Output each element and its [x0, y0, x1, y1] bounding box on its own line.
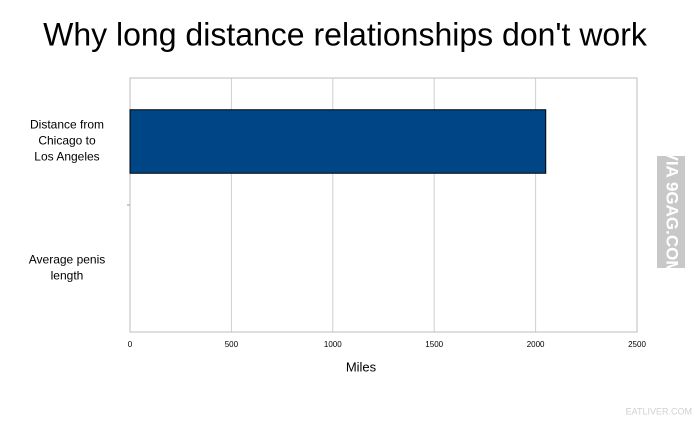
x-tick-label: 1000	[324, 340, 342, 349]
watermark-box	[657, 156, 685, 268]
bar	[129, 109, 547, 174]
x-tick-label: 500	[225, 340, 239, 349]
x-axis-label: Miles	[346, 359, 377, 374]
x-tick-label: 1500	[425, 340, 443, 349]
watermark: EATLIVER.COM	[626, 406, 692, 416]
x-tick-label: 0	[128, 340, 133, 349]
y-tick-label: Average penis length	[29, 253, 106, 283]
chart-title: Why long distance relationships don't wo…	[43, 16, 648, 52]
watermark: VIA 9GAG.COM	[663, 150, 682, 275]
y-tick-label: Distance from Chicago to Los Angeles	[30, 118, 104, 164]
x-tick-label: 2500	[628, 340, 646, 349]
x-tick-label: 2000	[527, 340, 545, 349]
